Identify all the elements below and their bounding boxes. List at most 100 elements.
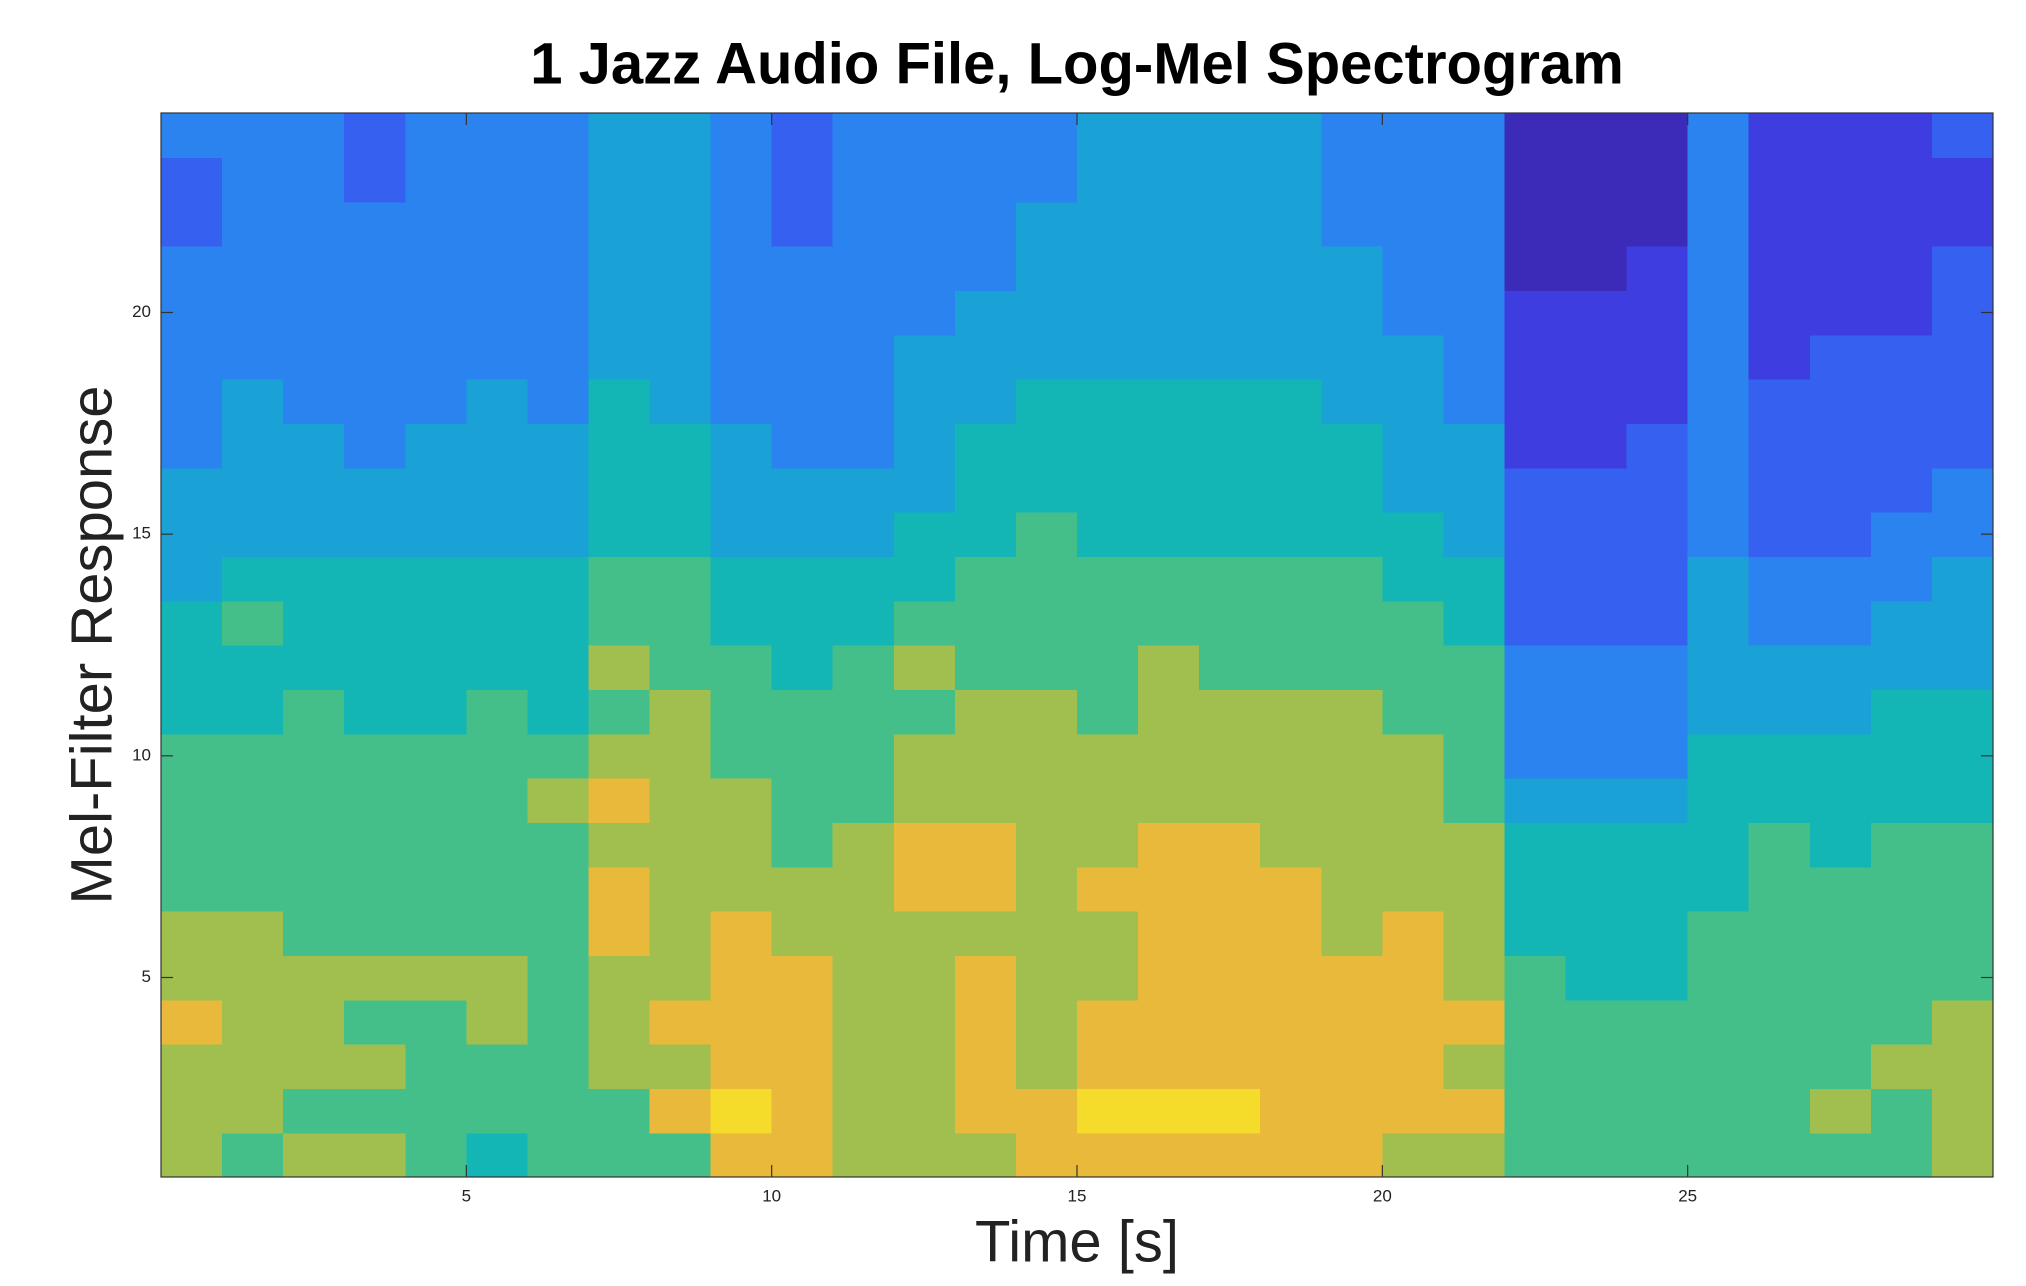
heatmap-cell [650, 113, 712, 158]
heatmap-cell [1077, 468, 1139, 513]
heatmap-cell [1321, 911, 1383, 956]
heatmap-cell [1504, 113, 1566, 158]
heatmap-cell [222, 822, 284, 867]
heatmap-cell [527, 290, 589, 335]
heatmap-cell [711, 867, 773, 912]
heatmap-cell [955, 468, 1017, 513]
heatmap-cell [1688, 1088, 1750, 1133]
heatmap-cell [161, 1044, 223, 1089]
heatmap-cell [283, 246, 345, 291]
heatmap-cell [1138, 113, 1200, 158]
heatmap-cell [1627, 734, 1689, 779]
heatmap-cell [894, 157, 956, 202]
heatmap-cell [161, 689, 223, 734]
heatmap-cell [344, 290, 406, 335]
heatmap-cell [527, 246, 589, 291]
heatmap-cell [222, 1088, 284, 1133]
heatmap-cell [772, 157, 834, 202]
heatmap-cell [1932, 822, 1994, 867]
heatmap-cell [1749, 778, 1811, 823]
heatmap-cell [1016, 512, 1078, 557]
heatmap-cell [1504, 601, 1566, 646]
heatmap-cell [955, 645, 1017, 690]
heatmap-cell [1566, 113, 1628, 158]
heatmap-cell [1627, 1044, 1689, 1089]
heatmap-cell [1016, 202, 1078, 247]
heatmap-cell [1138, 778, 1200, 823]
heatmap-cell [1871, 157, 1933, 202]
heatmap-cell [1627, 157, 1689, 202]
heatmap-cell [1138, 512, 1200, 557]
heatmap-cell [1688, 601, 1750, 646]
heatmap-cell [1260, 955, 1322, 1000]
heatmap-cell [344, 423, 406, 468]
heatmap-cell [1688, 778, 1750, 823]
heatmap-cell [1443, 335, 1505, 380]
heatmap-cell [711, 1044, 773, 1089]
heatmap-cell [1199, 601, 1261, 646]
heatmap-cell [1749, 246, 1811, 291]
heatmap-cell [894, 290, 956, 335]
heatmap-cell [1688, 202, 1750, 247]
heatmap-cell [1810, 911, 1872, 956]
heatmap-cell [711, 822, 773, 867]
heatmap-cell [1138, 867, 1200, 912]
heatmap-cell [1932, 867, 1994, 912]
heatmap-cell [588, 423, 650, 468]
heatmap-cell [588, 335, 650, 380]
heatmap-cell [955, 335, 1017, 380]
heatmap-cell [1443, 1044, 1505, 1089]
heatmap-cell [161, 645, 223, 690]
heatmap-cell [222, 246, 284, 291]
heatmap-cell [1260, 512, 1322, 557]
heatmap-cell [1260, 867, 1322, 912]
heatmap-cell [650, 734, 712, 779]
heatmap-cell [1260, 290, 1322, 335]
heatmap-cell [955, 246, 1017, 291]
heatmap-cell [527, 468, 589, 513]
heatmap-cell [1443, 202, 1505, 247]
heatmap-cell [1932, 1133, 1994, 1178]
heatmap-cell [588, 955, 650, 1000]
heatmap-cell [466, 556, 528, 601]
heatmap-cell [833, 734, 895, 779]
heatmap-cell [405, 911, 467, 956]
x-tick-label: 5 [462, 1186, 471, 1205]
heatmap-cell [1016, 1133, 1078, 1178]
heatmap-cell [1932, 157, 1994, 202]
heatmap-cell [894, 689, 956, 734]
heatmap-cell [527, 601, 589, 646]
heatmap-cell [1260, 423, 1322, 468]
heatmap-cell [344, 911, 406, 956]
heatmap-cell [1321, 290, 1383, 335]
heatmap-cell [1810, 778, 1872, 823]
heatmap-cell [1871, 113, 1933, 158]
heatmap-cell [1077, 822, 1139, 867]
heatmap-cell [222, 379, 284, 424]
heatmap-cell [1016, 1000, 1078, 1045]
heatmap-cell [1321, 1000, 1383, 1045]
heatmap-cell [405, 335, 467, 380]
heatmap-cell [833, 1088, 895, 1133]
heatmap-cell [955, 157, 1017, 202]
heatmap-cell [1321, 689, 1383, 734]
heatmap-cell [1138, 202, 1200, 247]
heatmap-cell [711, 1088, 773, 1133]
heatmap-cell [772, 1000, 834, 1045]
heatmap-cell [1321, 1133, 1383, 1178]
heatmap-cell [344, 1133, 406, 1178]
heatmap-cell [466, 1088, 528, 1133]
heatmap-cell [527, 113, 589, 158]
heatmap-cell [344, 157, 406, 202]
heatmap-cell [1016, 778, 1078, 823]
heatmap-cell [161, 379, 223, 424]
heatmap-cell [344, 689, 406, 734]
heatmap-cell [1199, 379, 1261, 424]
heatmap-cell [1504, 290, 1566, 335]
heatmap-cell [1321, 645, 1383, 690]
heatmap-cell [344, 202, 406, 247]
heatmap-cell [527, 822, 589, 867]
heatmap-cell [1382, 512, 1444, 557]
heatmap-cell [1749, 955, 1811, 1000]
heatmap-cell [1688, 734, 1750, 779]
